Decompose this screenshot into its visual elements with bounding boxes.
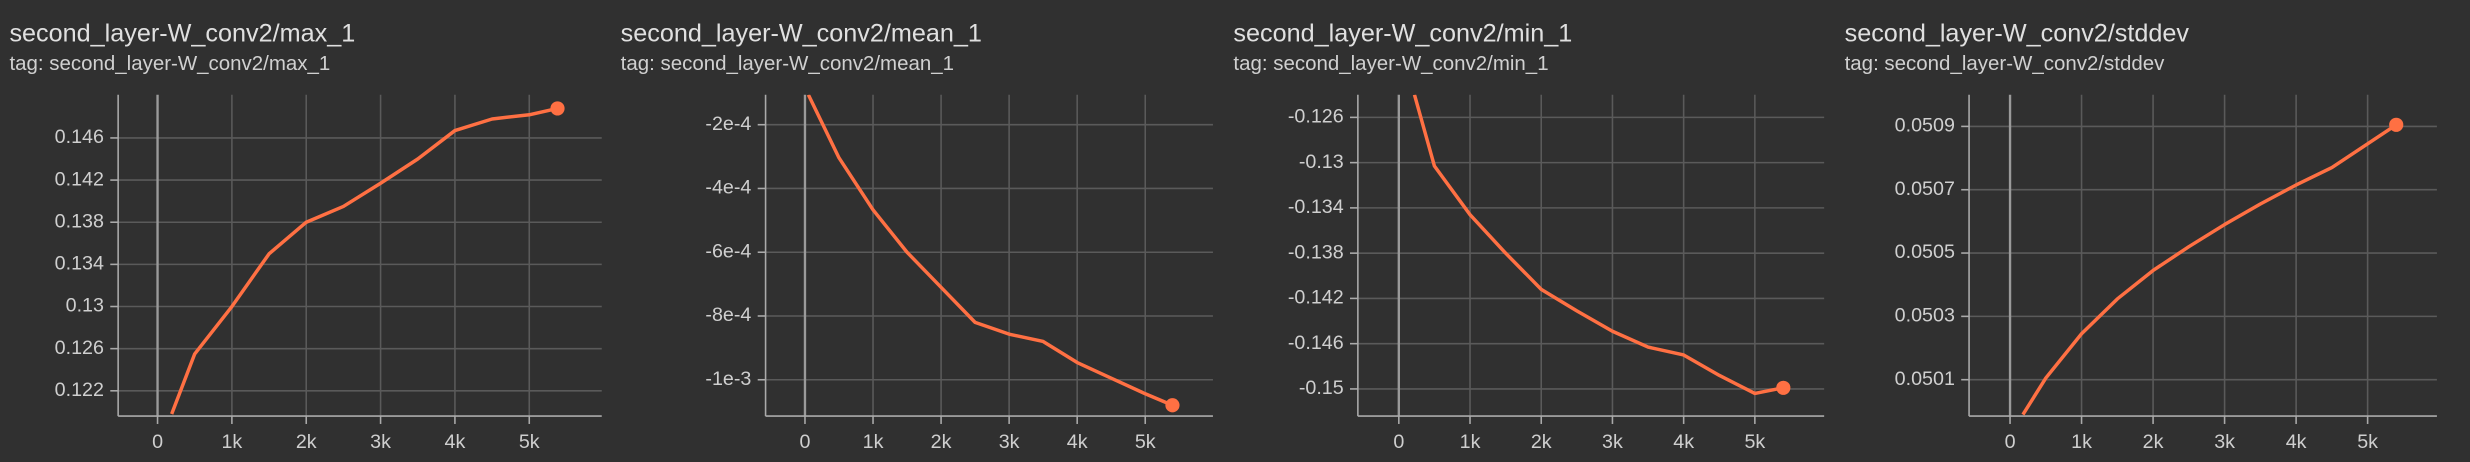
chart-subtitle: tag: second_layer-W_conv2/mean_1 <box>621 52 954 75</box>
chart-subtitle: tag: second_layer-W_conv2/stddev <box>1845 52 2165 75</box>
x-tick-label: 4k <box>2286 431 2307 453</box>
y-tick-label: -2e-4 <box>705 113 751 135</box>
x-tick-label: 0 <box>799 431 810 453</box>
y-tick-label: -0.142 <box>1288 287 1344 309</box>
x-tick-label: 1k <box>2071 431 2092 453</box>
y-tick-label: 0.122 <box>55 379 104 401</box>
x-tick-label: 0 <box>152 431 163 453</box>
y-tick-label: -0.15 <box>1299 377 1344 399</box>
chart-title: second_layer-W_conv2/min_1 <box>1233 20 1572 48</box>
y-tick-label: -0.126 <box>1288 106 1344 128</box>
x-tick-label: 2k <box>931 431 952 453</box>
y-tick-label: -0.146 <box>1288 332 1344 354</box>
x-tick-label: 5k <box>519 431 540 453</box>
x-tick-label: 4k <box>1067 431 1088 453</box>
y-tick-label: 0.126 <box>55 337 104 359</box>
y-tick-label: -0.13 <box>1299 151 1344 173</box>
series-line <box>2021 123 2398 416</box>
x-tick-label: 3k <box>370 431 391 453</box>
y-tick-label: 0.138 <box>55 210 104 232</box>
x-tick-label: 0 <box>1393 431 1404 453</box>
x-tick-label: 4k <box>1673 431 1694 453</box>
y-tick-label: -6e-4 <box>705 240 751 262</box>
chart-title: second_layer-W_conv2/mean_1 <box>621 20 982 48</box>
y-tick-label: 0.0503 <box>1895 305 1955 327</box>
y-tick-label: 0.0505 <box>1895 241 1955 263</box>
x-tick-label: 3k <box>999 431 1020 453</box>
x-tick-label: 1k <box>863 431 884 453</box>
x-tick-label: 5k <box>2357 431 2378 453</box>
series-line <box>1412 94 1784 396</box>
y-tick-label: 0.146 <box>55 126 104 148</box>
chart-subtitle: tag: second_layer-W_conv2/max_1 <box>9 52 330 75</box>
y-tick-label: 0.134 <box>55 253 104 275</box>
x-tick-label: 3k <box>1602 431 1623 453</box>
chart-title: second_layer-W_conv2/stddev <box>1845 20 2190 48</box>
y-tick-label: -1e-3 <box>705 368 751 390</box>
x-tick-label: 2k <box>1531 431 1552 453</box>
last-point <box>1776 380 1791 395</box>
x-tick-label: 3k <box>2214 431 2235 453</box>
x-tick-label: 2k <box>2143 431 2164 453</box>
chart-subtitle: tag: second_layer-W_conv2/min_1 <box>1233 52 1548 75</box>
y-tick-label: -0.134 <box>1288 196 1344 218</box>
last-point <box>1165 398 1180 413</box>
x-tick-label: 4k <box>445 431 466 453</box>
y-tick-label: 0.0509 <box>1895 115 1955 137</box>
last-point <box>550 101 565 116</box>
chart-title: second_layer-W_conv2/max_1 <box>9 20 355 48</box>
y-tick-label: -4e-4 <box>705 177 751 199</box>
y-tick-label: -8e-4 <box>705 304 751 326</box>
y-tick-label: -0.138 <box>1288 241 1344 263</box>
y-tick-label: 0.0501 <box>1895 368 1955 390</box>
series-line <box>170 106 558 415</box>
x-tick-label: 5k <box>1744 431 1765 453</box>
series-line <box>806 94 1174 407</box>
x-tick-label: 0 <box>2005 431 2016 453</box>
y-tick-label: 0.0507 <box>1895 178 1955 200</box>
x-tick-label: 1k <box>221 431 242 453</box>
y-tick-label: 0.142 <box>55 168 104 190</box>
y-tick-label: 0.13 <box>66 295 104 317</box>
x-tick-label: 2k <box>296 431 317 453</box>
last-point <box>2389 117 2404 132</box>
x-tick-label: 5k <box>1135 431 1156 453</box>
x-tick-label: 1k <box>1460 431 1481 453</box>
